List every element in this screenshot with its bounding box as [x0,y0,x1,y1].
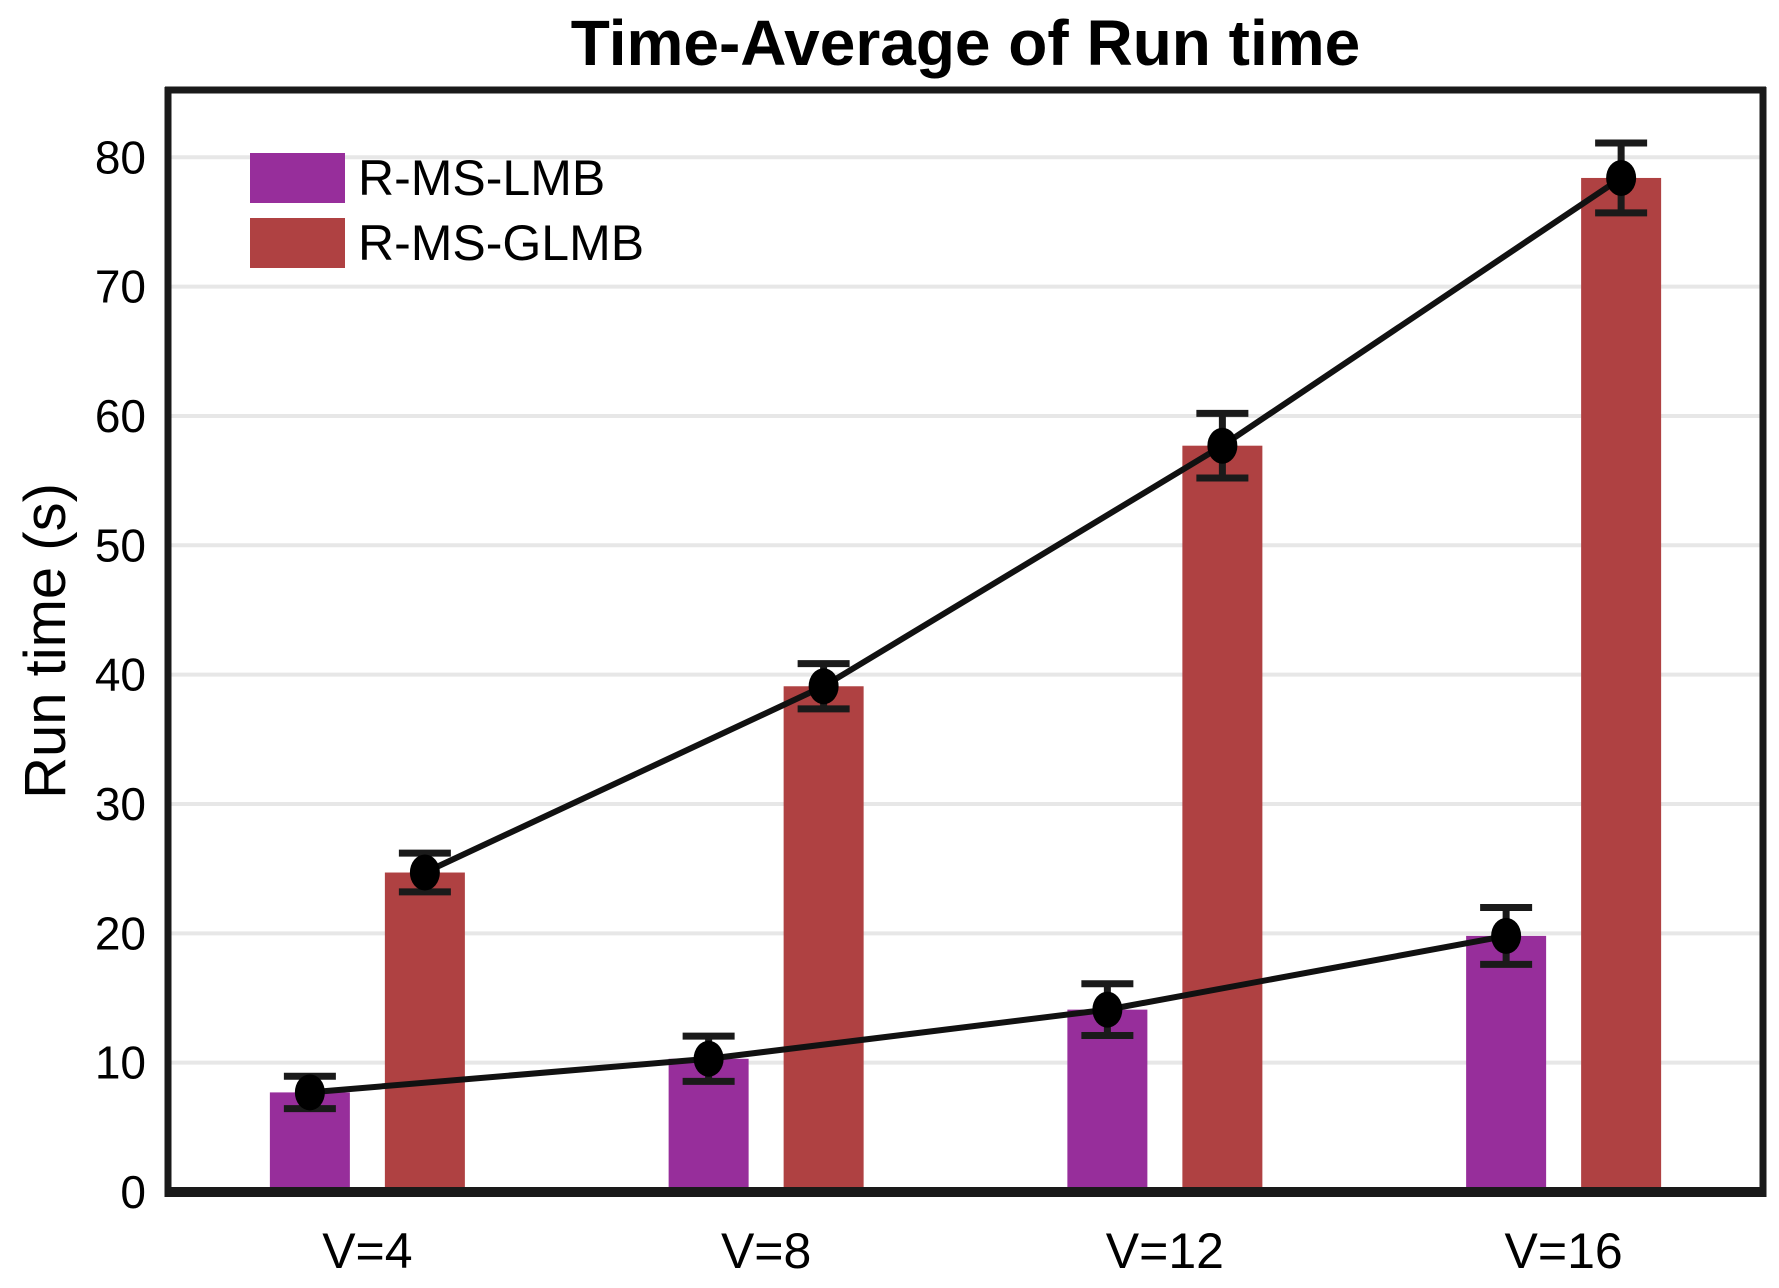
bar-r-ms-glmb-v=4 [384,872,465,1192]
data-marker-r-ms-lmb-v=16 [1491,917,1522,954]
y-tick-label-10: 10 [95,1037,146,1089]
bar-r-ms-lmb-v=12 [1067,1009,1148,1192]
trend-line-r-ms-glmb [423,175,1623,876]
y-tick-label-30: 30 [95,778,146,830]
y-tick-label-20: 20 [95,907,146,959]
y-tick-label-80: 80 [95,131,146,183]
legend-label-lmb: R-MS-LMB [358,150,606,206]
legend-swatch-glmb [250,218,345,268]
bar-r-ms-glmb-v=8 [783,686,864,1192]
y-axis-label: Run time (s) [13,483,78,799]
trend-line-r-ms-lmb [309,932,1507,1096]
data-marker-r-ms-lmb-v=8 [693,1040,724,1077]
data-marker-r-ms-glmb-v=8 [808,668,839,705]
y-tick-label-50: 50 [95,519,146,571]
bar-r-ms-glmb-v=16 [1581,177,1662,1192]
y-tick-label-60: 60 [95,390,146,442]
legend-item-glmb: R-MS-GLMB [250,218,644,268]
data-marker-r-ms-lmb-v=4 [294,1074,325,1111]
legend-label-glmb: R-MS-GLMB [358,215,645,271]
x-tick-label-v=12: V=12 [1106,1223,1224,1279]
y-tick-label-0: 0 [120,1166,146,1218]
legend: R-MS-LMB R-MS-GLMB [250,153,644,283]
x-tick-label-v=16: V=16 [1505,1223,1623,1279]
data-marker-r-ms-glmb-v=16 [1606,159,1637,196]
chart-title: Time-Average of Run time [570,7,1361,79]
bar-r-ms-glmb-v=12 [1182,445,1263,1192]
bar-r-ms-lmb-v=16 [1466,935,1547,1192]
data-marker-r-ms-lmb-v=12 [1092,991,1123,1028]
data-marker-r-ms-glmb-v=4 [409,854,440,891]
x-tick-label-v=4: V=4 [322,1223,412,1279]
legend-swatch-lmb [250,153,345,203]
legend-item-lmb: R-MS-LMB [250,153,644,203]
x-tick-label-v=8: V=8 [721,1223,811,1279]
data-marker-r-ms-glmb-v=12 [1207,427,1238,464]
y-tick-label-40: 40 [95,649,146,701]
y-tick-label-70: 70 [95,261,146,313]
